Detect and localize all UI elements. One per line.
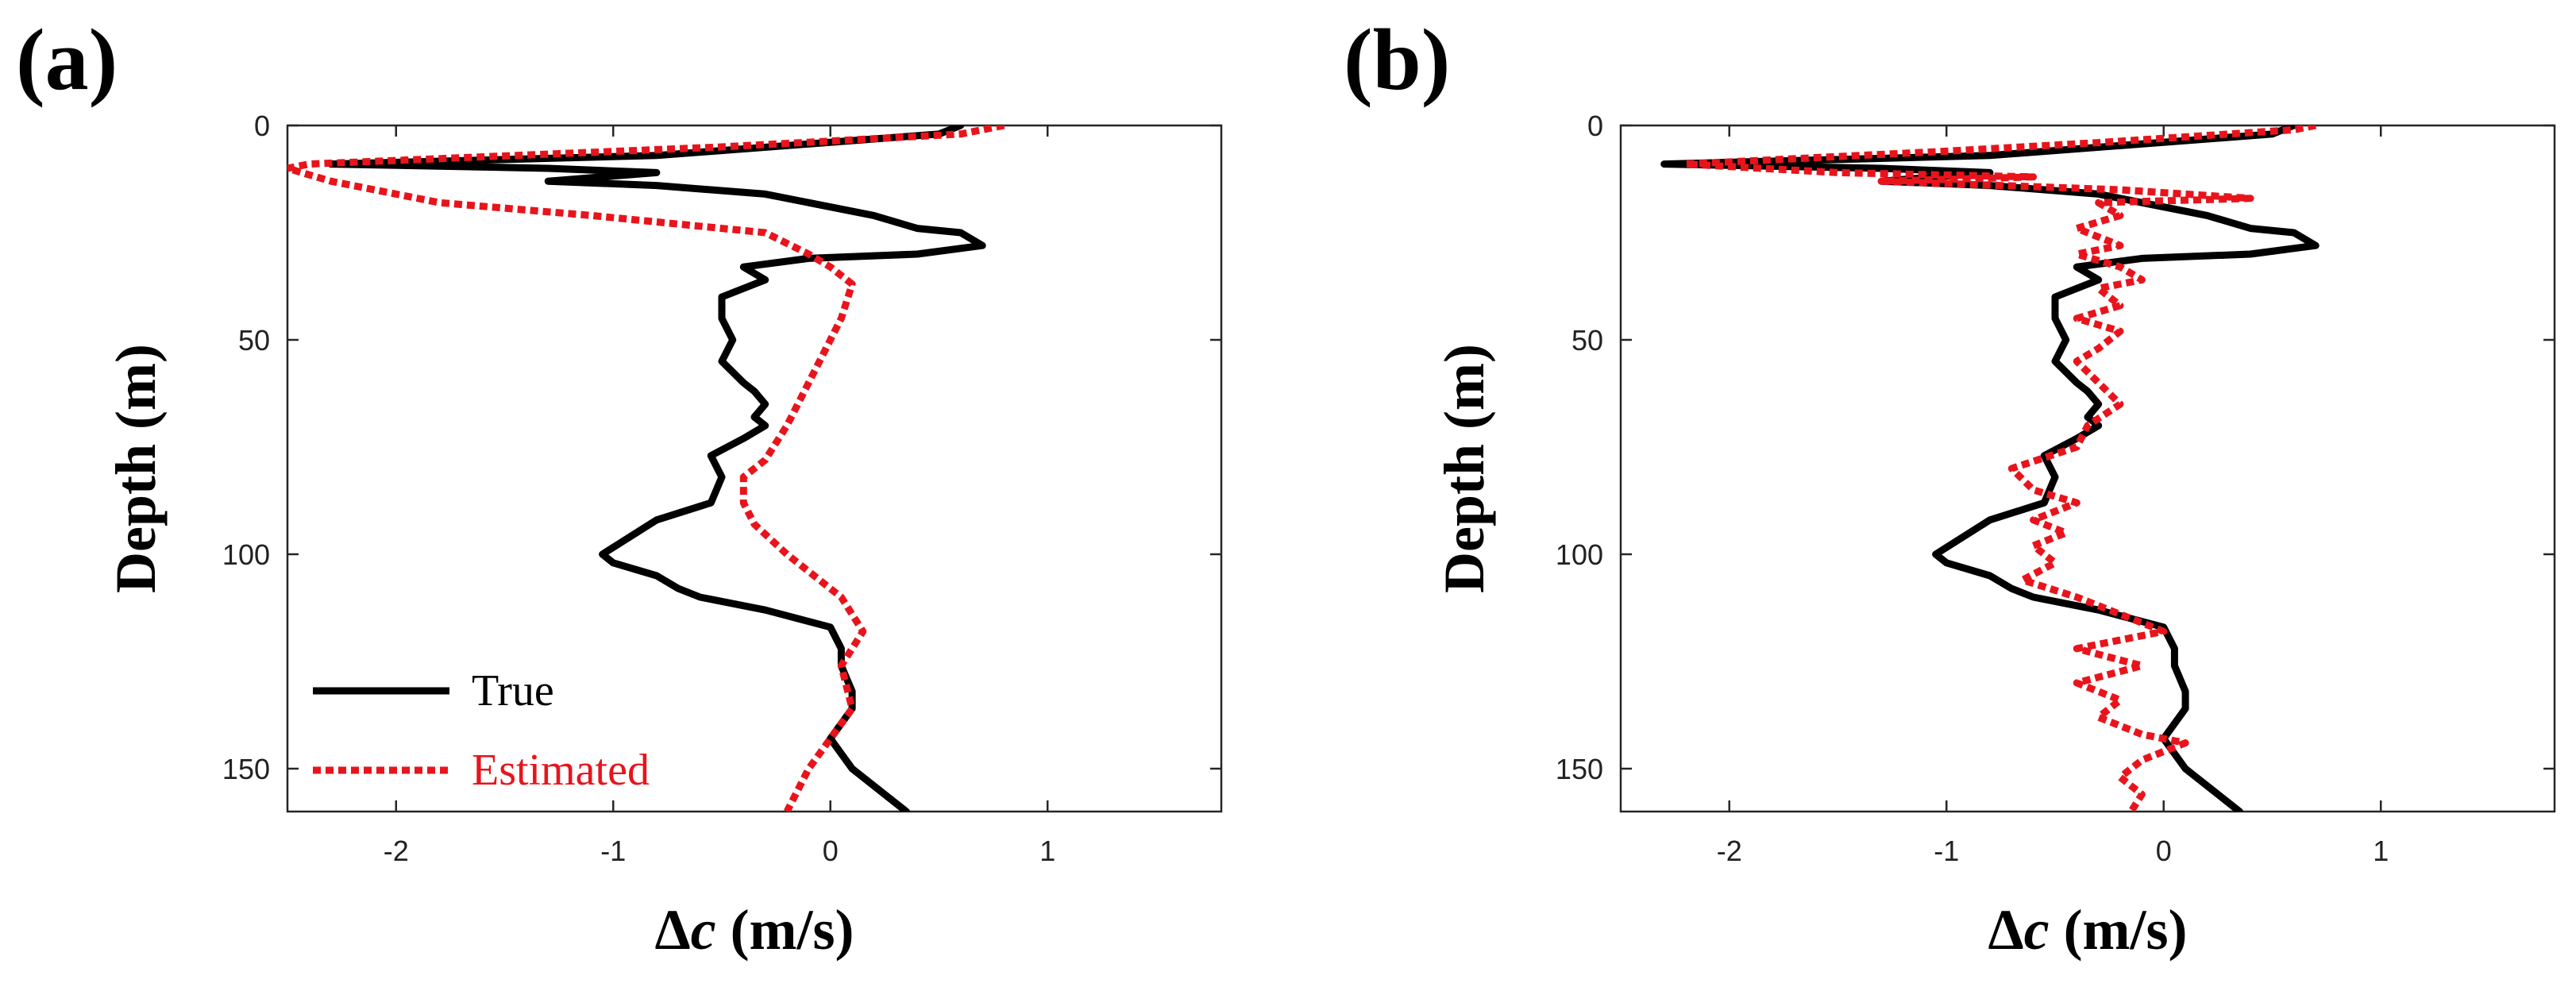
y-axis-label: Depth (m) xyxy=(1433,344,1496,593)
plot-frame xyxy=(286,124,1223,813)
y-tick-label: 150 xyxy=(222,753,270,785)
y-tick-label: 150 xyxy=(1556,753,1603,785)
y-tick-label: 100 xyxy=(222,538,270,571)
x-tick-label: -2 xyxy=(1717,835,1742,867)
x-tick-label: 1 xyxy=(2373,835,2389,867)
plot-frame xyxy=(1619,124,2556,813)
series-line-estimated xyxy=(287,125,1005,812)
y-tick-label: 100 xyxy=(1556,538,1603,571)
panel-label-b: (b) xyxy=(1344,11,1450,108)
x-tick-label: 0 xyxy=(2156,835,2172,867)
panel-b: (b) -2 -1 0 1 0 50 100 150 Depth (m) Δc (m/s) xyxy=(1344,11,2556,962)
legend-label-true: True xyxy=(472,666,554,715)
panel-label-a: (a) xyxy=(16,11,118,108)
y-axis-label: Depth (m) xyxy=(104,344,168,593)
x-tick-label: -1 xyxy=(600,835,626,867)
series-line-estimated xyxy=(1682,125,2317,812)
x-axis-label: Δc (m/s) xyxy=(1988,898,2187,962)
x-axis-label: Δc (m/s) xyxy=(654,898,854,962)
y-tick-label: 0 xyxy=(254,110,270,142)
legend-label-estimated: Estimated xyxy=(472,746,650,795)
y-tick-label: 50 xyxy=(1571,324,1603,357)
series-line-true xyxy=(1660,125,2320,812)
x-tick-label: 1 xyxy=(1039,835,1055,867)
panel-a: (a) -2 -1 0 1 0 50 100 150 Depth (m) Δc (m/s) True… xyxy=(16,11,1223,962)
x-tick-label: -1 xyxy=(1934,835,1959,867)
y-tick-label: 0 xyxy=(1587,110,1603,142)
x-tick-label: -2 xyxy=(384,835,409,867)
y-tick-label: 50 xyxy=(238,324,270,357)
series-line-true xyxy=(327,125,986,812)
x-tick-label: 0 xyxy=(823,835,839,867)
